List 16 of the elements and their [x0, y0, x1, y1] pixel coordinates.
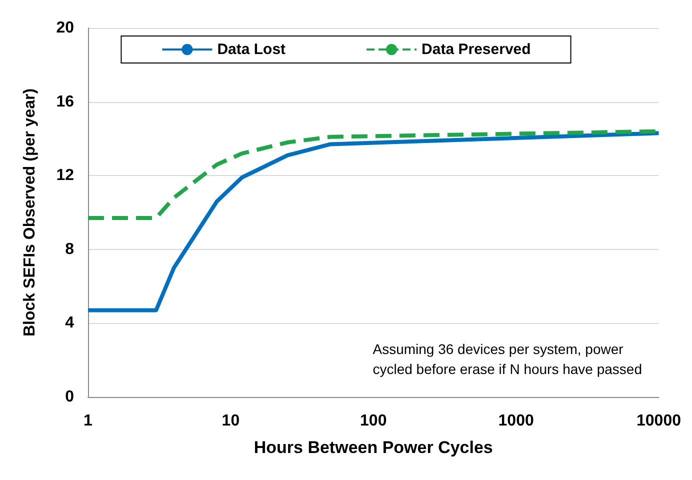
x-tick-label: 1	[84, 412, 93, 430]
x-tick-label: 10000	[636, 412, 682, 430]
y-tick-label: 0	[65, 388, 74, 406]
x-axis-title: Hours Between Power Cycles	[254, 438, 493, 457]
y-axis-title: Block SEFIs Observed (per year)	[22, 88, 38, 337]
x-tick-label: 10	[222, 412, 240, 430]
y-tick-label: 20	[56, 20, 74, 36]
y-tick-label: 4	[65, 314, 74, 332]
y-tick-label: 12	[56, 167, 74, 184]
annotation: Assuming 36 devices per system, power cycled before erase if N hours have passed	[372, 341, 642, 377]
legend-label: Data Lost	[217, 41, 286, 58]
legend-label: Data Preserved	[422, 41, 531, 58]
x-tick-label: 1000	[498, 412, 534, 430]
x-tick-label: 100	[360, 412, 387, 430]
y-tick-label: 8	[65, 240, 74, 258]
y-tick-label: 16	[56, 93, 74, 110]
